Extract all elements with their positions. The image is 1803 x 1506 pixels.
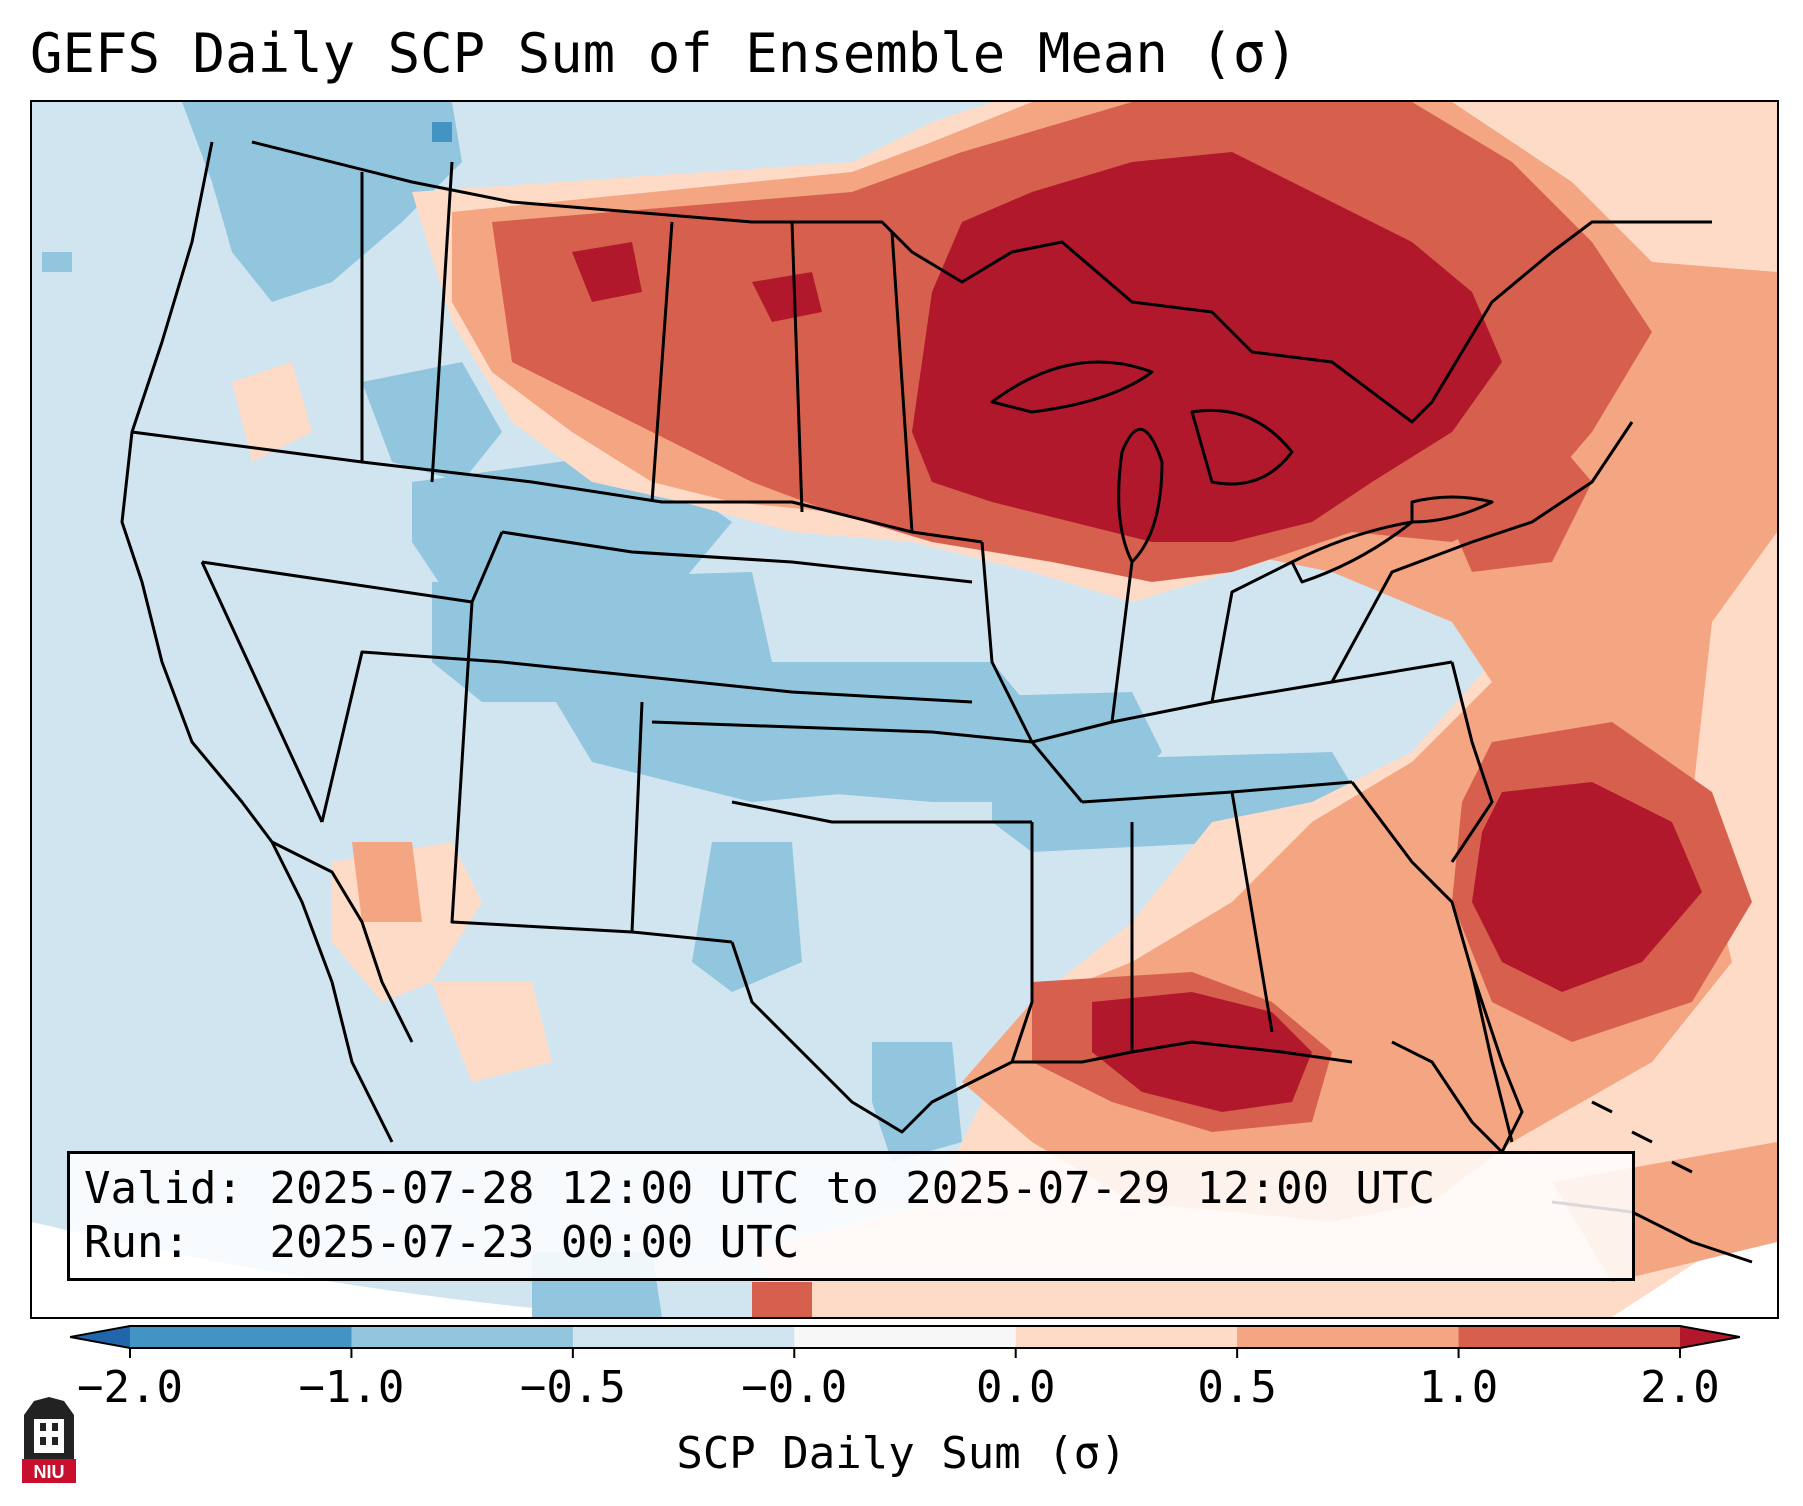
colorbar-tick-label: −0.0 [741, 1362, 848, 1413]
run-value: 2025-07-23 00:00 UTC [269, 1217, 800, 1268]
colorbar-tick-label: −2.0 [77, 1362, 183, 1413]
valid-label: Valid: [84, 1163, 243, 1214]
colorbar-ticks: −2.0 −1.0 −0.5 −0.0 0.0 0.5 1.0 2.0 [0, 1362, 1803, 1422]
niu-logo: NIU [22, 1397, 76, 1483]
colorbar-segment [794, 1326, 1017, 1348]
extreme-positive-regions [572, 152, 1702, 1112]
run-label: Run: [84, 1217, 190, 1268]
valid-value: 2025-07-28 12:00 UTC to 2025-07-29 12:00… [269, 1163, 1436, 1214]
political-boundaries [120, 140, 1753, 1264]
colorbar-segment [572, 1326, 795, 1348]
colorbar [70, 1325, 1740, 1358]
colorbar-tick-label: −1.0 [298, 1362, 405, 1413]
colorbar-tick-label: −0.5 [519, 1362, 626, 1413]
map-canvas [32, 102, 1777, 1317]
colorbar-segment [130, 1326, 352, 1348]
colorbar-tick-label: 0.5 [1197, 1362, 1277, 1413]
colorbar-under-arrow [70, 1326, 130, 1348]
colorbar-segment [1237, 1326, 1460, 1348]
colorbar-segment [1015, 1326, 1238, 1348]
colorbar-over-arrow [1680, 1326, 1740, 1348]
colorbar-tick-label: 2.0 [1640, 1362, 1720, 1413]
logo-text: NIU [34, 1462, 65, 1482]
map-panel[interactable] [30, 100, 1779, 1319]
colorbar-tick-label: 1.0 [1418, 1362, 1499, 1413]
negative-anomaly-regions [42, 102, 1362, 1317]
colorbar-segment [1458, 1326, 1681, 1348]
map-title: GEFS Daily SCP Sum of Ensemble Mean (σ) [30, 22, 1298, 85]
colorbar-label: SCP Daily Sum (σ) [676, 1428, 1127, 1479]
colorbar-segment [351, 1326, 574, 1348]
colorbar-tick-label: 0.0 [975, 1362, 1056, 1413]
valid-run-info-box: Valid: 2025-07-28 12:00 UTC to 2025-07-2… [67, 1151, 1635, 1281]
